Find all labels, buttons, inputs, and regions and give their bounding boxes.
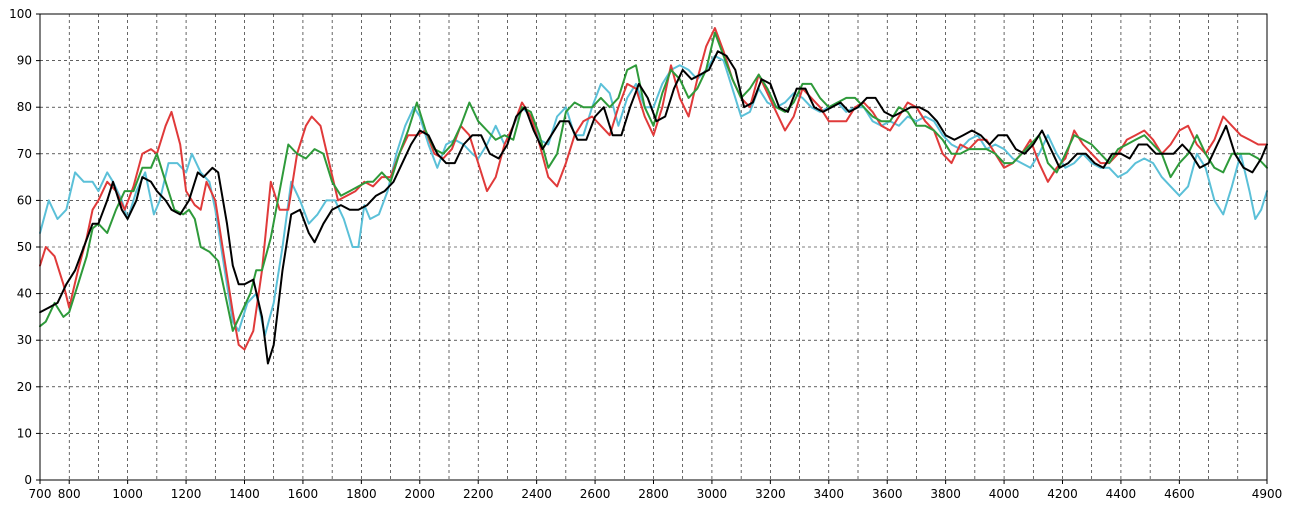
x-tick-label: 700 <box>29 487 52 501</box>
y-tick-label: 90 <box>17 54 32 68</box>
x-tick-label: 4200 <box>1047 487 1078 501</box>
x-tick-label: 1600 <box>288 487 319 501</box>
x-tick-label: 2400 <box>521 487 552 501</box>
x-tick-label: 3400 <box>814 487 845 501</box>
x-tick-label: 4000 <box>989 487 1020 501</box>
series-line-3 <box>39 31 1268 332</box>
x-tick-label: 2600 <box>580 487 611 501</box>
y-tick-label: 80 <box>17 100 32 114</box>
x-tick-label: 3200 <box>755 487 786 501</box>
x-tick-label: 3800 <box>930 487 961 501</box>
y-tick-label: 100 <box>9 7 32 21</box>
x-tick-label: 800 <box>58 487 81 501</box>
y-tick-label: 10 <box>17 426 32 440</box>
series-layer <box>39 27 1268 365</box>
y-tick-label: 40 <box>17 287 32 301</box>
y-tick-label: 70 <box>17 147 32 161</box>
x-tick-label: 1400 <box>229 487 260 501</box>
x-tick-label: 4400 <box>1106 487 1137 501</box>
plot-frame <box>39 13 1268 481</box>
x-tick-label: 1800 <box>346 487 377 501</box>
series-line-4 <box>39 50 1268 365</box>
axis-layer: 0 10 20 30 40 50 60 70 80 90 100 700 800 1000 1200 1400… <box>9 7 1282 501</box>
y-tick-label: 50 <box>17 240 32 254</box>
x-tick-label: 3000 <box>697 487 728 501</box>
grid-layer <box>40 14 1267 480</box>
x-tick-label: 3600 <box>872 487 903 501</box>
x-tick-label: 1000 <box>112 487 143 501</box>
x-tick-label: 2000 <box>405 487 436 501</box>
x-tick-label: 2200 <box>463 487 494 501</box>
y-tick-label: 60 <box>17 193 32 207</box>
y-tick-label: 0 <box>24 473 32 487</box>
y-tick-label: 20 <box>17 380 32 394</box>
y-tick-label: 30 <box>17 333 32 347</box>
x-tick-label: 2800 <box>638 487 669 501</box>
series-line-2 <box>39 27 1268 351</box>
x-tick-label: 4900 <box>1252 487 1283 501</box>
x-tick-label: 1200 <box>171 487 202 501</box>
x-tick-label: 4600 <box>1164 487 1195 501</box>
